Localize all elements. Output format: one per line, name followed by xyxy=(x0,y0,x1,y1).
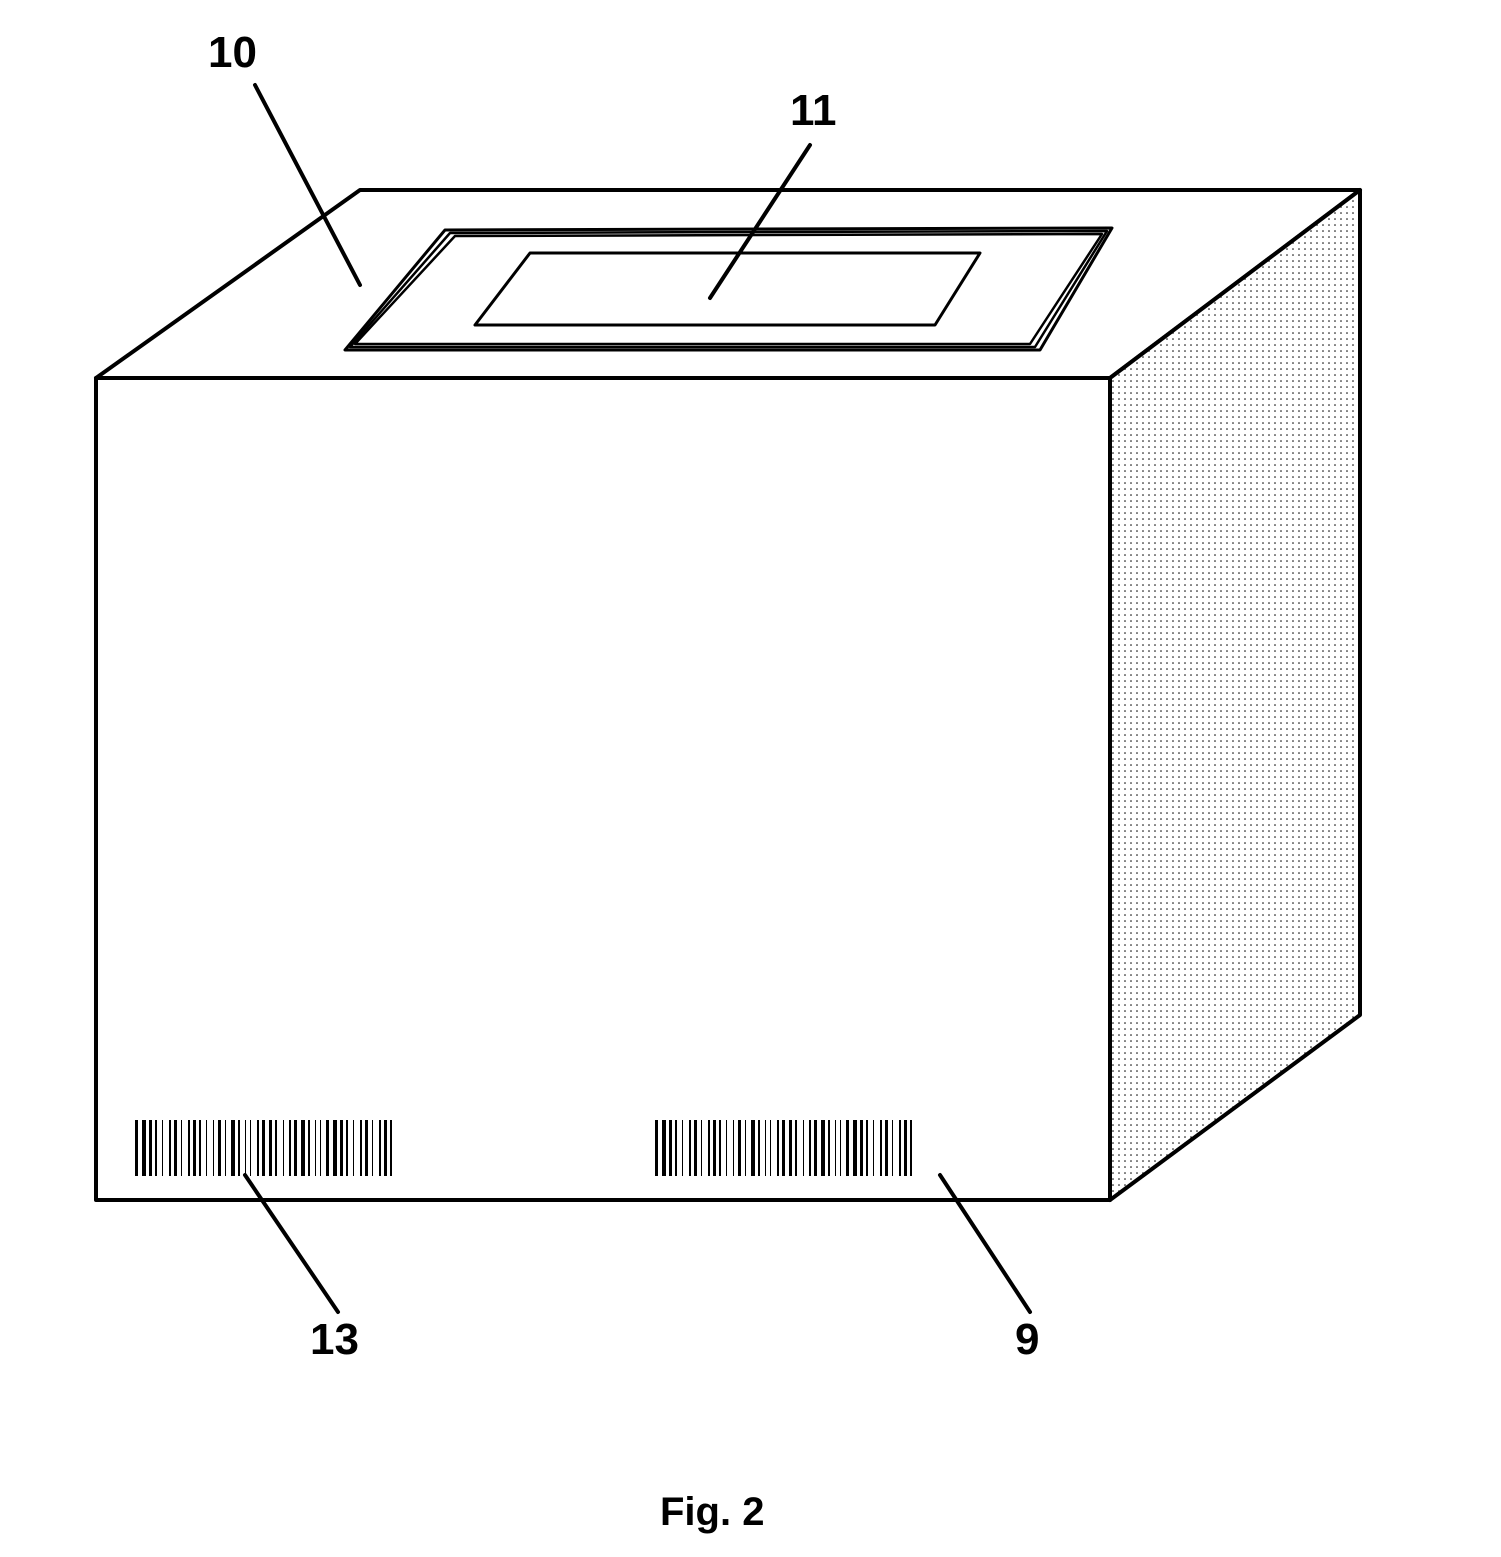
callout-label-11: 11 xyxy=(790,86,837,136)
callout-label-10: 10 xyxy=(208,28,257,78)
callout-label-13: 13 xyxy=(310,1315,359,1365)
callout-label-9: 9 xyxy=(1015,1315,1039,1365)
figure-caption: Fig. 2 xyxy=(660,1490,764,1535)
